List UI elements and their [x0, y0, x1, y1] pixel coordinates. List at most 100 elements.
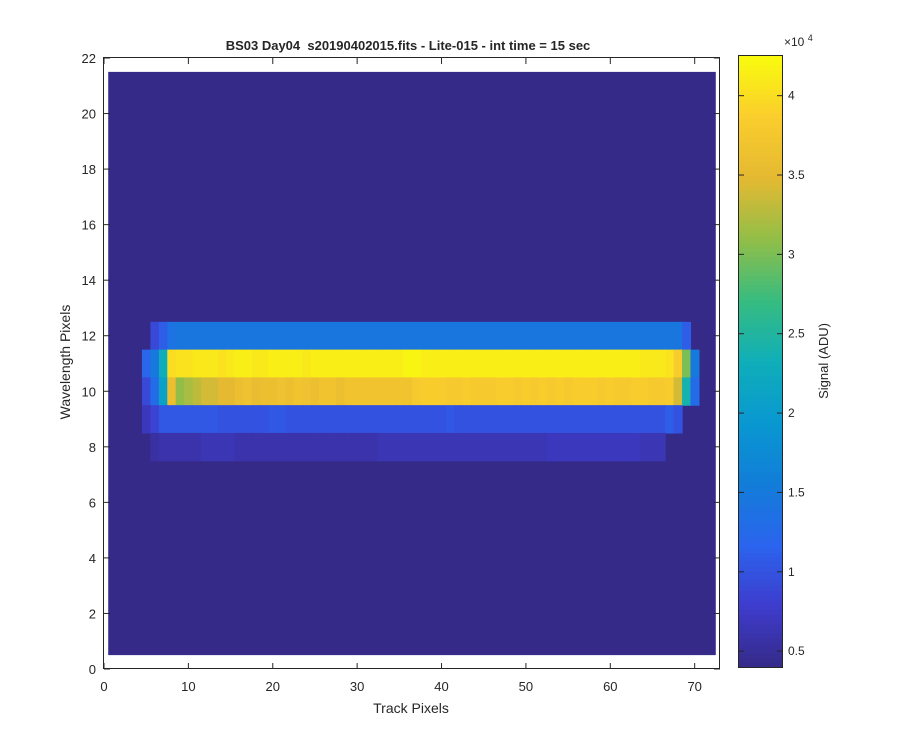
heatmap-cell: [572, 349, 582, 378]
colorbar-segment: [739, 146, 782, 153]
y-tick-label: 14: [82, 273, 96, 288]
heatmap-cell: [412, 377, 422, 406]
y-axis: 0 2 4 6 8 10 12 14 16 18 20 22: [82, 51, 720, 677]
colorbar-segment: [739, 557, 782, 563]
heatmap-cell: [648, 405, 658, 434]
heatmap-cell: [293, 321, 303, 351]
colorbar-segment: [739, 208, 782, 215]
colorbar-segment: [739, 643, 782, 649]
colorbar-segment: [739, 595, 782, 601]
heatmap-cell: [622, 432, 632, 462]
colorbar-segment: [739, 495, 782, 501]
heatmap-cell: [378, 321, 388, 351]
heatmap-cell: [462, 405, 472, 434]
colorbar-segment: [739, 423, 782, 429]
heatmap-cell: [276, 377, 287, 406]
heatmap-cell: [589, 321, 599, 351]
heatmap-cell: [454, 377, 464, 406]
heatmap-cell: [504, 349, 514, 378]
heatmap-cell: [336, 405, 346, 434]
heatmap-cell: [395, 321, 405, 351]
heatmap-cell: [445, 432, 455, 462]
x-tick-label: 60: [603, 679, 617, 694]
colorbar-segment: [739, 547, 782, 554]
heatmap-cell: [150, 321, 160, 351]
colorbar-segment: [739, 662, 782, 668]
colorbar-segment: [739, 151, 782, 157]
heatmap-cell: [690, 377, 700, 406]
heatmap-cell: [319, 349, 329, 378]
colorbar-segment: [739, 56, 782, 62]
colorbar-segment: [739, 237, 782, 243]
heatmap-cell: [285, 405, 295, 434]
colorbar-segment: [739, 299, 782, 305]
colorbar-segment: [739, 175, 782, 181]
heatmap-cell: [420, 405, 430, 434]
heatmap-cell: [276, 432, 287, 462]
heatmap-cell: [538, 432, 548, 462]
heatmap-cell: [378, 432, 388, 462]
colorbar-segment: [739, 342, 782, 348]
colorbar-segment: [739, 542, 782, 549]
heatmap-cell: [547, 321, 557, 351]
colorbar-segment: [739, 552, 782, 558]
colorbar-segment: [739, 399, 782, 406]
heatmap-cell: [217, 349, 227, 378]
plot-axes-box: [103, 57, 720, 669]
colorbar-segment: [739, 94, 782, 100]
heatmap-cell: [243, 321, 253, 351]
heatmap-cell: [175, 405, 185, 434]
heatmap-cell: [530, 432, 540, 462]
heatmap-cell: [504, 377, 514, 406]
heatmap-cell: [175, 349, 185, 378]
heatmap-cell: [251, 432, 261, 462]
y-tick-label: 20: [82, 107, 96, 122]
heatmap-cell: [369, 377, 379, 406]
heatmap-cell: [614, 321, 624, 351]
heatmap-cell: [386, 432, 396, 462]
heatmap-cell: [395, 349, 405, 378]
heatmap-cell: [614, 432, 624, 462]
colorbar-segment: [739, 103, 782, 110]
heatmap-cell: [639, 432, 649, 462]
colorbar-segment: [739, 647, 782, 654]
heatmap-cell: [285, 432, 295, 462]
heatmap-cell: [462, 321, 472, 351]
colorbar-segment: [739, 409, 782, 415]
colorbar-segment: [739, 218, 782, 224]
heatmap-cell: [260, 349, 270, 378]
colorbar-segment: [739, 84, 782, 91]
heatmap-cell: [192, 432, 202, 462]
heatmap-cell: [386, 349, 396, 378]
colorbar-segment: [739, 366, 782, 372]
heatmap-cell: [192, 377, 202, 406]
y-tick-label: 22: [82, 51, 96, 66]
colorbar-segment: [739, 256, 782, 262]
heatmap-cell: [555, 321, 565, 351]
heatmap-cell: [521, 349, 531, 378]
colorbar-segment: [739, 528, 782, 534]
colorbar-segment: [739, 604, 782, 611]
heatmap-cell: [513, 349, 523, 378]
heatmap-cell: [302, 405, 312, 434]
heatmap-cell: [302, 377, 312, 406]
heatmap-cell: [547, 377, 557, 406]
heatmap-cell: [234, 405, 244, 434]
colorbar-segment: [739, 180, 782, 186]
heatmap-cell: [572, 377, 582, 406]
colorbar-segment: [739, 70, 782, 76]
colorbar-segment: [739, 108, 782, 114]
heatmap-cell: [445, 349, 455, 378]
heatmap-cell: [555, 377, 565, 406]
heatmap-cell: [327, 377, 337, 406]
colorbar-segment: [739, 628, 782, 635]
heatmap-cell: [175, 377, 185, 406]
heatmap-cell: [665, 377, 675, 406]
heatmap-cell: [513, 432, 523, 462]
colorbar-segment: [739, 571, 782, 577]
heatmap-cell: [226, 321, 236, 351]
heatmap-cell: [167, 321, 177, 351]
heatmap-cell: [631, 432, 641, 462]
heatmap-cell: [378, 405, 388, 434]
colorbar-segment: [739, 289, 782, 296]
